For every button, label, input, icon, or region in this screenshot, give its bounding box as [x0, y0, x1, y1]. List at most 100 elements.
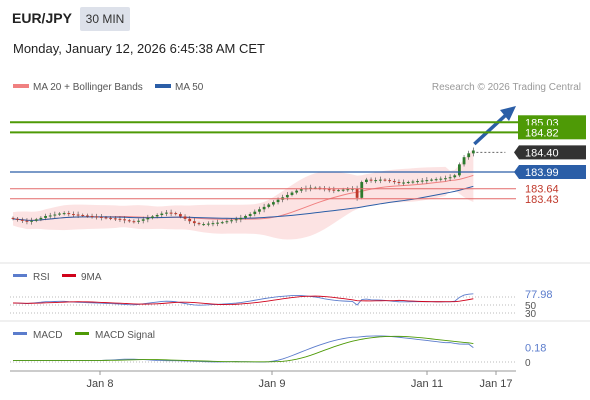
- candle: [123, 219, 126, 221]
- target-arrow-head: [500, 106, 516, 121]
- target-level-label: 184.82: [525, 127, 559, 139]
- candle: [420, 180, 424, 182]
- rsi-ma-legend-label: 9MA: [81, 272, 102, 283]
- candle: [458, 164, 461, 176]
- candle: [374, 180, 378, 182]
- candle: [230, 220, 233, 222]
- symbol-title: EUR/JPY: [12, 10, 72, 26]
- candle: [248, 214, 252, 216]
- candle: [113, 218, 117, 220]
- x-tick-label: Jan 11: [411, 378, 443, 390]
- ma20-legend-swatch: [13, 84, 29, 88]
- candle: [127, 220, 131, 222]
- macd-layer: 00.18: [10, 335, 546, 369]
- candle: [220, 222, 224, 224]
- candle: [151, 216, 154, 218]
- price-layer: [11, 106, 516, 240]
- macd-signal-legend-label: MACD Signal: [95, 330, 155, 341]
- candle: [62, 213, 66, 215]
- candle: [53, 214, 57, 216]
- candle: [258, 209, 261, 212]
- macd-legend-swatch: [13, 332, 27, 335]
- candle: [416, 181, 419, 183]
- candle: [253, 211, 257, 215]
- macd-legend-label: MACD: [33, 330, 62, 341]
- candle: [174, 213, 178, 215]
- candle: [444, 178, 447, 180]
- timeframe-badge[interactable]: 30 MIN: [80, 7, 130, 31]
- candle: [406, 182, 410, 184]
- x-tick-label: Jan 17: [479, 378, 512, 390]
- macd-value-label: 0.18: [525, 343, 546, 355]
- candle: [16, 218, 20, 220]
- datetime-label: Monday, January 12, 2026 6:45:38 AM CET: [13, 41, 265, 56]
- candle: [467, 153, 471, 158]
- candle: [34, 219, 38, 221]
- ma50-line: [12, 185, 474, 221]
- bollinger-band: [13, 148, 474, 240]
- candle: [272, 202, 275, 205]
- candle: [155, 215, 159, 217]
- chart-header: EUR/JPY 30 MIN Monday, January 12, 2026 …: [0, 0, 590, 60]
- macd-line: [13, 335, 474, 363]
- candle: [48, 215, 52, 217]
- rsi-ma-line: [12, 295, 474, 306]
- candle: [392, 181, 396, 183]
- candle: [192, 221, 196, 224]
- candle: [146, 217, 150, 220]
- candle: [30, 220, 33, 222]
- candle: [239, 217, 243, 220]
- candle: [44, 215, 47, 218]
- candle: [327, 189, 331, 191]
- candle: [211, 223, 215, 225]
- candle: [58, 213, 61, 215]
- x-tick-label: Jan 8: [87, 378, 114, 390]
- candle: [118, 218, 122, 220]
- candle: [332, 189, 336, 191]
- candle: [169, 212, 173, 214]
- rsi-ma-legend-swatch: [62, 274, 76, 277]
- candle: [341, 189, 345, 191]
- candle: [20, 219, 24, 221]
- candle: [95, 216, 99, 218]
- candle: [453, 175, 457, 178]
- candle: [86, 215, 89, 217]
- candle: [234, 219, 238, 221]
- target-level-tag: [518, 125, 586, 140]
- candle: [244, 215, 247, 218]
- x-axis: Jan 8 Jan 9 Jan 11 Jan 17: [87, 371, 513, 390]
- candle: [434, 179, 438, 181]
- ma50-legend-swatch: [155, 84, 171, 88]
- target-level-label: 185.03: [525, 117, 559, 129]
- candle: [67, 213, 71, 215]
- candle: [25, 220, 29, 222]
- ma20-legend-label: MA 20 + Bollinger Bands: [33, 82, 143, 93]
- candle: [216, 222, 219, 224]
- candle: [369, 179, 373, 181]
- rsi-legend-label: RSI: [33, 272, 50, 283]
- candle: [141, 219, 145, 221]
- candle: [11, 217, 15, 219]
- candle: [137, 220, 140, 222]
- candle: [448, 177, 452, 179]
- candle: [104, 217, 108, 219]
- candle: [346, 189, 350, 191]
- candle: [76, 214, 80, 216]
- candle: [383, 179, 387, 181]
- candle: [295, 190, 299, 193]
- candle: [388, 180, 392, 182]
- candle: [132, 221, 136, 223]
- x-tick-label: Jan 9: [259, 378, 286, 390]
- candle: [90, 215, 94, 217]
- candle: [402, 182, 405, 184]
- candle: [462, 157, 466, 165]
- candle: [262, 206, 266, 210]
- candle: [160, 213, 164, 216]
- candle: [183, 216, 187, 219]
- rsi-level-label: 30: [525, 309, 537, 320]
- candle: [202, 224, 206, 226]
- candle: [430, 179, 433, 181]
- pivot-level-tag: [514, 165, 586, 179]
- candle: [355, 188, 359, 198]
